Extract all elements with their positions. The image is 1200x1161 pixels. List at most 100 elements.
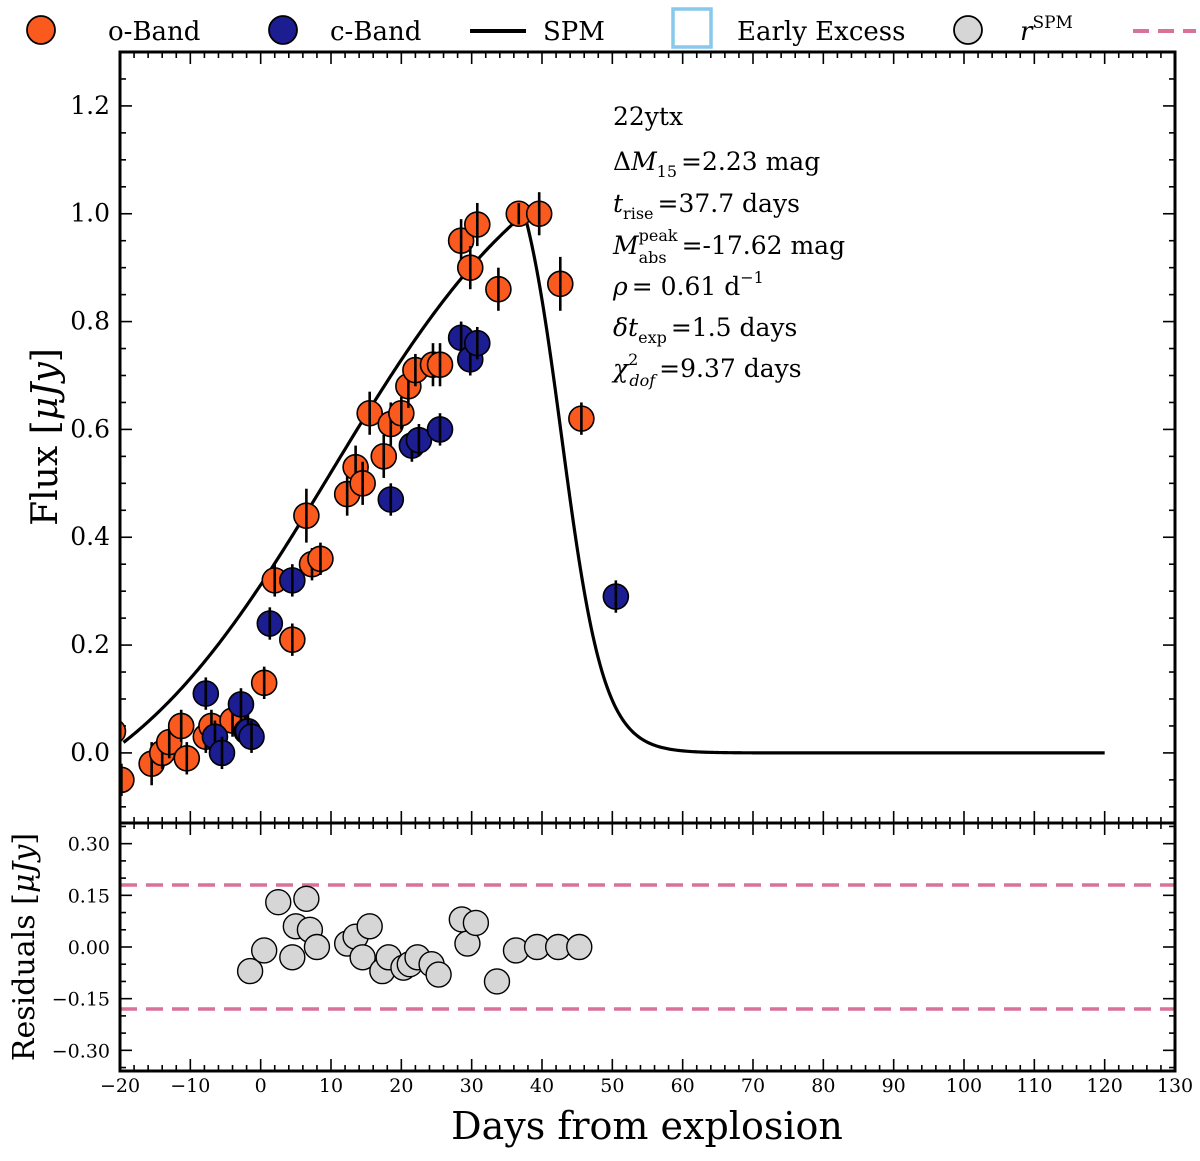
c-band-point [256, 607, 284, 640]
y-tick-label: 1.0 [70, 199, 110, 228]
x-tick-label: 130 [1157, 1075, 1193, 1097]
c-band-point [279, 564, 306, 597]
residual-point [236, 957, 264, 985]
legend-o-band-marker [26, 15, 56, 45]
y-axis-label-main-text: Flux [ [25, 420, 66, 525]
y-tick-label: 1.2 [70, 91, 110, 120]
y-tick-label: 0.15 [68, 885, 110, 907]
o-band-point [173, 742, 201, 775]
main-panel: 0.0 0.2 0.4 0.6 0.8 1.0 1.2 22ytx ΔM15 =2.23 ma… [70, 50, 1177, 825]
c-band-point [208, 736, 236, 770]
y-axis-label-res-text: Residuals [ [7, 893, 42, 1061]
residual-plot-frame [118, 821, 1177, 1073]
residual-y-tick-labels: −0.30 −0.15 0.00 0.15 0.30 [52, 834, 110, 1063]
o-band-point [279, 623, 306, 656]
y-tick-label: 0.6 [70, 414, 110, 443]
annotation-trise-value: =37.7 days [658, 189, 800, 218]
o-band-point [426, 343, 454, 387]
residual-point [356, 913, 383, 940]
c-band-point [426, 413, 454, 446]
o-band-point [250, 666, 278, 699]
residual-point [265, 889, 292, 916]
c-band-point [192, 677, 220, 710]
x-tick-label: 110 [1016, 1075, 1052, 1097]
y-axis-label-res-unit: μJy [7, 844, 42, 894]
y-tick-label: 0.30 [68, 834, 110, 856]
main-y-tick-labels: 0.0 0.2 0.4 0.6 0.8 1.0 1.2 [70, 91, 110, 767]
x-tick-label: 60 [671, 1075, 695, 1097]
y-axis-label-res-close: ] [7, 833, 42, 845]
x-tick-label: 70 [741, 1075, 765, 1097]
c-band-point [377, 483, 405, 516]
x-axis-label: Days from explosion [451, 1104, 843, 1148]
main-annotation: 22ytx ΔM15 =2.23 mag trise =37.7 days Mabs… [611, 102, 845, 390]
legend: o-Band c-Band SPM Early Excess rSPM [26, 7, 1196, 49]
y-axis-label-residuals: Residuals [μJy] [7, 833, 42, 1061]
annotation-dtexp: δtexp =1.5 days [613, 313, 797, 347]
annotation-rho: ρ = 0.61 d−1 [612, 268, 764, 301]
x-tick-label: −20 [100, 1075, 140, 1097]
o-band-point [505, 200, 533, 228]
residual-point [303, 933, 331, 961]
o-band-point [447, 219, 475, 263]
x-tick-label: 0 [255, 1075, 267, 1097]
spm-model-curve [122, 210, 1105, 755]
o-band-point [370, 434, 398, 478]
y-tick-label: 0.4 [70, 522, 110, 551]
residual-panel: −0.30 −0.15 0.00 0.15 0.30 −20 −10 0 10 20 30 40 50… [52, 821, 1193, 1097]
o-band-point [293, 488, 320, 543]
o-band-point [568, 402, 595, 435]
y-tick-label: −0.30 [52, 1040, 110, 1062]
x-tick-label: 40 [530, 1075, 554, 1097]
legend-rspm-sup: SPM [1032, 13, 1073, 33]
o-band-point [463, 202, 491, 247]
x-tick-label: 10 [319, 1075, 343, 1097]
o-band-point [456, 246, 484, 290]
residual-point [566, 933, 593, 961]
residual-points [236, 885, 593, 995]
legend-spm-label: SPM [543, 17, 605, 47]
residual-point [425, 961, 452, 988]
c-band-point [227, 688, 255, 721]
annotation-rho-value: = 0.61 d [632, 272, 741, 301]
y-tick-label: 0.8 [70, 307, 110, 336]
x-tick-label: 20 [389, 1075, 413, 1097]
x-tick-label: 120 [1087, 1075, 1123, 1097]
y-tick-label: 0.0 [70, 738, 110, 767]
residual-ticks [119, 823, 1176, 1071]
legend-early-excess-box [671, 7, 713, 49]
o-band-point [167, 709, 195, 743]
main-data-points [120, 192, 630, 797]
y-tick-label: 0.00 [68, 937, 110, 959]
c-band-point [602, 580, 630, 613]
x-tick-label: 100 [946, 1075, 982, 1097]
residual-point [483, 968, 511, 995]
o-band-point [356, 391, 383, 435]
c-band-point [463, 326, 491, 360]
residual-point [279, 944, 306, 971]
o-band-point [349, 461, 376, 505]
x-tick-label: −10 [170, 1075, 210, 1097]
x-tick-labels: −20 −10 0 10 20 30 40 50 60 70 80 90 100 110 120 130 [100, 1075, 1193, 1097]
x-tick-label: 90 [882, 1075, 906, 1097]
y-tick-label: 0.2 [70, 630, 110, 659]
o-band-point [525, 192, 553, 236]
annotation-chi-value: =9.37 days [659, 354, 801, 383]
residual-point [250, 937, 278, 964]
legend-rspm-base: r [1020, 17, 1034, 47]
legend-early-excess-label: Early Excess [737, 17, 905, 47]
o-band-point [546, 256, 574, 311]
residual-point [293, 885, 320, 912]
annotation-dm15: ΔM15 =2.23 mag [613, 147, 820, 181]
annotation-dm15-value: =2.23 mag [681, 147, 820, 176]
annotation-mabs: Mabspeak =-17.62 mag [612, 226, 845, 267]
annotation-name: 22ytx [613, 102, 683, 131]
o-band-point [307, 542, 334, 575]
annotation-chi: χ2 dof =9.37 days [611, 350, 802, 390]
y-axis-label-main-unit: μJy [25, 362, 66, 421]
annotation-trise: trise =37.7 days [613, 189, 800, 223]
c-band-point [238, 720, 265, 753]
o-band-point [485, 267, 512, 311]
legend-c-band-marker [268, 15, 298, 45]
